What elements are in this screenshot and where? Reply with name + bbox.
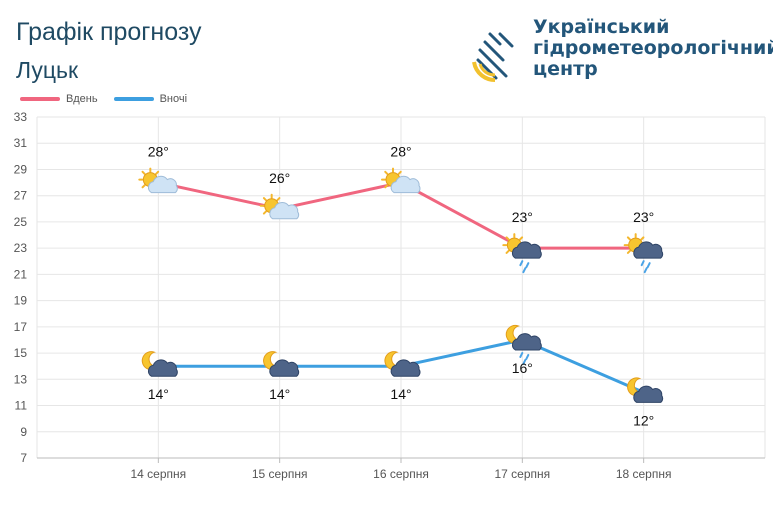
moon-cloud-icon [384,351,421,377]
organization-name: Український гідрометеорологічний центр [533,17,773,80]
city-name: Луцьк [16,57,79,83]
x-tick-label: 17 серпня [495,467,551,481]
y-tick-label: 27 [14,189,28,203]
x-tick-label: 18 серпня [616,467,672,481]
x-tick-label: 15 серпня [252,467,308,481]
legend-item-night[interactable]: Вночі [113,93,188,105]
y-tick-label: 29 [14,162,28,176]
night-data-label: 14° [390,386,411,402]
y-tick-label: 15 [14,346,28,360]
sun-cloud-icon [259,193,300,220]
y-tick-label: 21 [14,267,28,281]
moon-cloud-icon [263,351,300,377]
moon-rain-icon [505,324,542,365]
y-tick-label: 9 [20,425,27,439]
day-data-label: 28° [148,144,169,160]
y-tick-label: 25 [14,215,28,229]
sun-cloud-icon [381,167,421,194]
sun-rain-icon [502,233,542,274]
legend-label-day: Вдень [66,93,98,105]
y-tick-label: 33 [14,110,28,124]
moon-cloud-icon [141,351,178,377]
legend-label-night: Вночі [159,93,188,105]
day-data-label: 26° [269,170,290,186]
chart-legend: Вдень Вночі [20,93,197,105]
y-tick-label: 31 [14,136,28,150]
y-tick-label: 11 [15,399,28,413]
day-data-label: 23° [633,209,654,225]
page-title: Графік прогнозу [16,18,202,46]
x-tick-label: 14 серпня [131,467,187,481]
day-data-label: 28° [390,144,411,160]
legend-swatch-night [113,97,154,101]
night-data-label: 14° [269,386,290,402]
y-tick-label: 23 [14,241,28,255]
x-tick-label: 16 серпня [373,467,429,481]
y-tick-label: 17 [14,320,28,334]
sun-cloud-icon [138,167,178,194]
y-tick-label: 19 [14,294,28,308]
sun-rain-icon [623,233,664,274]
y-tick-label: 13 [14,372,28,386]
night-data-label: 16° [512,360,533,376]
legend-item-day[interactable]: Вдень [20,93,98,105]
y-tick-label: 7 [20,451,27,465]
moon-cloud-icon [627,377,664,403]
org-line-3: центр [533,58,598,80]
ukrhydromet-logo-icon [472,22,516,82]
night-data-label: 14° [148,386,169,402]
legend-swatch-day [20,97,60,101]
night-data-label: 12° [633,412,654,428]
org-line-1: Український [533,16,670,38]
day-data-label: 23° [512,209,533,225]
org-line-2: гідрометеорологічний [533,37,773,59]
